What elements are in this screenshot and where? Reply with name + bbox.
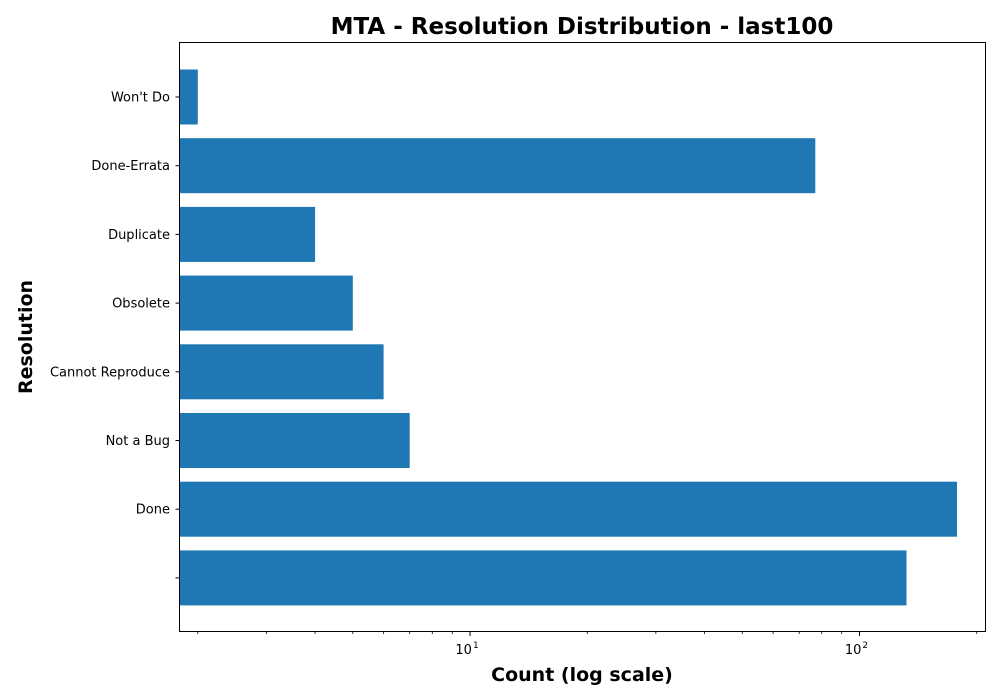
y-axis-label: Resolution <box>15 280 37 394</box>
bar <box>180 138 816 194</box>
plot-frame <box>179 42 986 632</box>
bar <box>180 481 957 537</box>
y-tick-label: Duplicate <box>108 228 170 243</box>
bars-group <box>180 69 957 606</box>
bar <box>180 206 316 262</box>
y-ticks-group: Won't Do Done-Errata Duplicate Obsolete Cann… <box>50 91 180 579</box>
bar <box>180 69 198 125</box>
y-tick-label: Won't Do <box>111 91 170 106</box>
bar <box>180 550 907 606</box>
y-tick-label: Done-Errata <box>91 159 170 174</box>
y-tick-label: Not a Bug <box>106 434 170 449</box>
chart-title: MTA - Resolution Distribution - last100 <box>331 14 834 40</box>
x-ticks-group: 101 102 <box>197 631 978 658</box>
x-tick-label: 102 <box>845 641 868 658</box>
y-tick-label: Done <box>136 503 170 518</box>
bar <box>180 413 410 468</box>
x-tick-label: 101 <box>455 641 478 658</box>
y-tick-label: Cannot Reproduce <box>50 365 170 380</box>
y-tick-label: Obsolete <box>112 297 170 312</box>
bar <box>180 275 353 331</box>
bar <box>180 344 384 400</box>
x-axis-label: Count (log scale) <box>491 664 673 686</box>
